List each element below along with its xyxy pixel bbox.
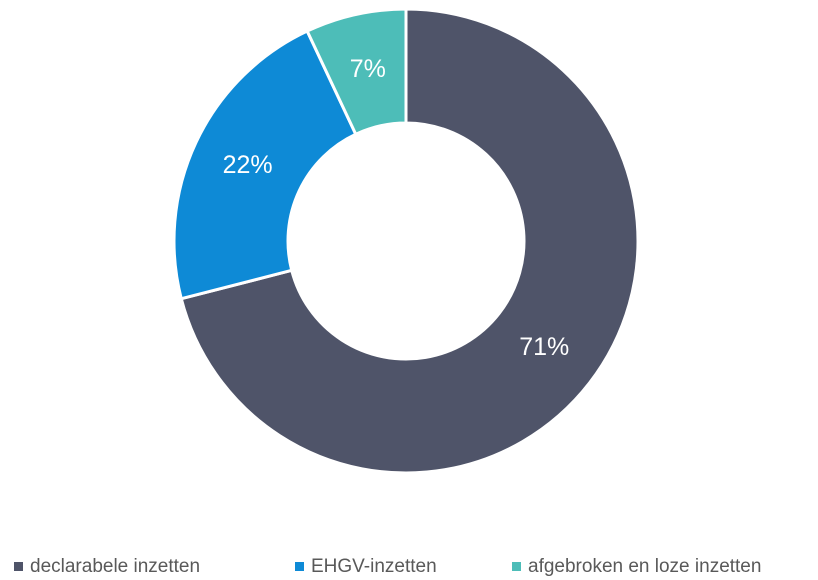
- legend-swatch: [295, 562, 304, 571]
- legend-label: afgebroken en loze inzetten: [528, 556, 761, 577]
- legend-label: EHGV-inzetten: [311, 556, 437, 577]
- legend-swatch: [512, 562, 521, 571]
- data-label: 22%: [223, 151, 273, 179]
- data-label: 71%: [519, 333, 569, 361]
- donut-slice: [305, 7, 408, 137]
- data-label: 7%: [350, 55, 386, 83]
- donut-slice: [172, 29, 358, 301]
- donut-slice: [179, 7, 640, 475]
- legend-swatch: [14, 562, 23, 571]
- legend-label: declarabele inzetten: [30, 556, 200, 577]
